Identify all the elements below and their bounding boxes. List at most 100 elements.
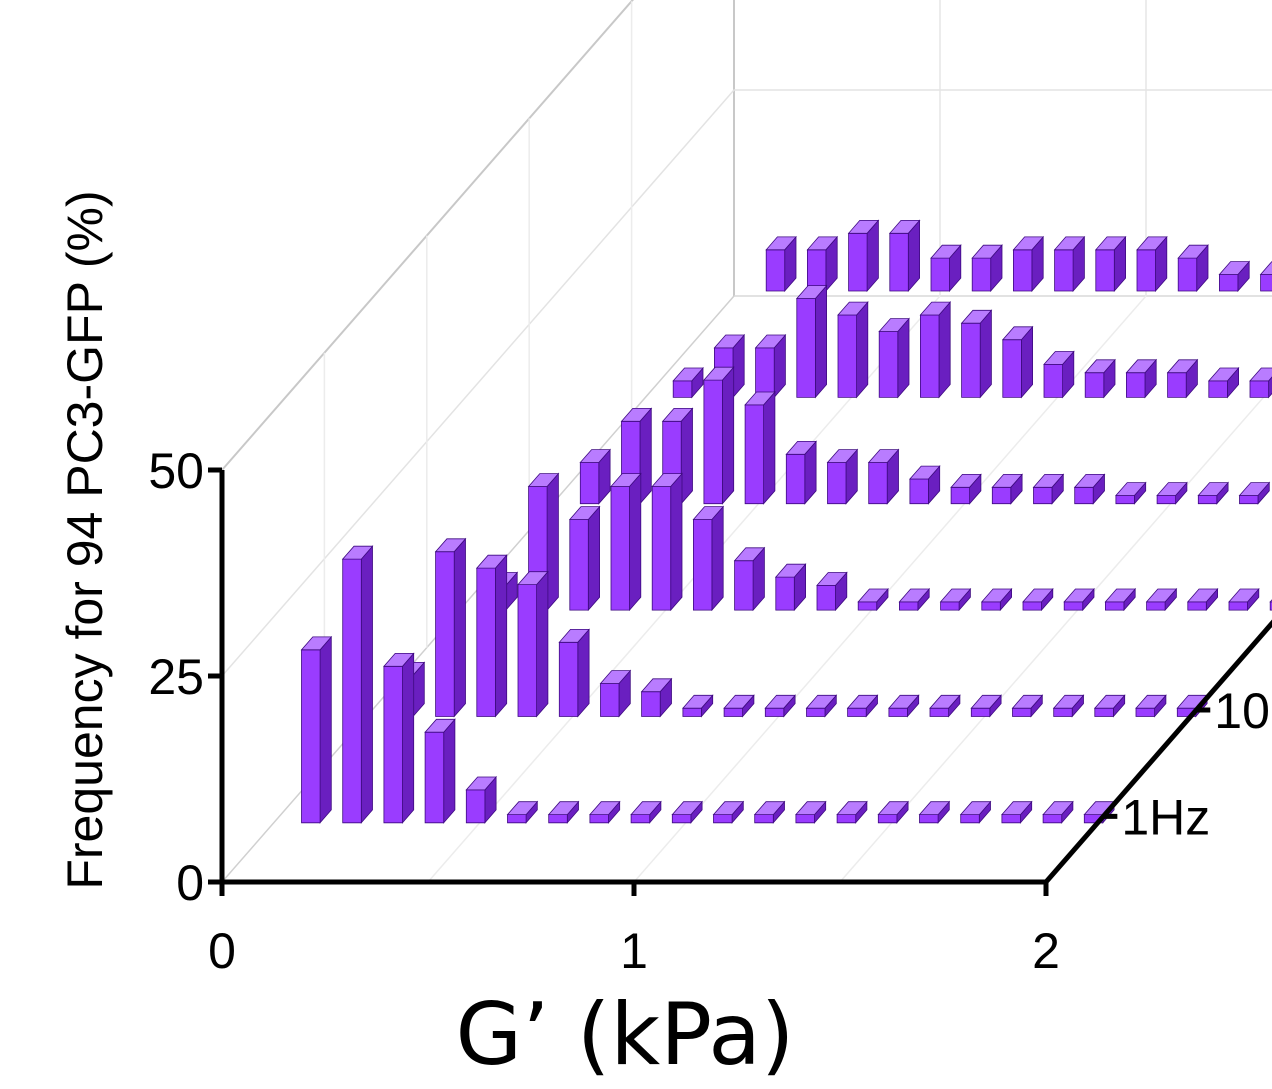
bar xyxy=(1115,481,1147,505)
bar-front-face xyxy=(847,707,867,717)
bar-front-face xyxy=(342,558,362,824)
series-10Hz xyxy=(393,537,1208,718)
bar-top-face xyxy=(980,588,1013,603)
bar xyxy=(1094,235,1127,293)
bar xyxy=(918,800,951,824)
bar-front-face xyxy=(558,641,579,717)
bar-top-face xyxy=(1145,588,1178,603)
bar-top-face xyxy=(424,718,456,733)
chart-axes xyxy=(208,467,1272,896)
bar xyxy=(929,694,961,718)
bar-top-face xyxy=(651,473,683,487)
bar xyxy=(765,235,797,293)
bar-front-face xyxy=(1197,495,1218,505)
bar-top-face xyxy=(1084,359,1116,374)
bar-front-face xyxy=(755,347,775,398)
bar-front-face xyxy=(301,649,321,824)
bar-top-face xyxy=(1011,694,1044,709)
wall-top-edge xyxy=(221,0,634,471)
bar-side-face xyxy=(536,570,549,718)
bar xyxy=(888,219,921,293)
bar-front-face xyxy=(807,249,827,292)
bar-front-face xyxy=(383,665,403,824)
bar xyxy=(867,448,900,505)
bar-top-face xyxy=(806,236,839,251)
chart-bars xyxy=(300,219,1272,824)
bar xyxy=(805,694,838,718)
bar-front-face xyxy=(1146,601,1166,611)
bar-side-face xyxy=(546,472,559,612)
series-200Hz xyxy=(765,219,1272,293)
bar-top-face xyxy=(506,801,539,815)
bar-side-face xyxy=(680,407,693,505)
bar xyxy=(1228,587,1260,612)
bar-front-face xyxy=(589,814,609,824)
bar xyxy=(1063,587,1095,612)
series-label: 1Hz xyxy=(1121,789,1210,845)
bar-top-face xyxy=(795,801,827,815)
bar-top-face xyxy=(465,776,497,791)
bar-top-face xyxy=(971,244,1003,259)
bar xyxy=(1177,244,1209,293)
bar-front-face xyxy=(1228,601,1248,611)
bar xyxy=(1011,694,1044,718)
bar-front-face xyxy=(1219,274,1239,292)
bar-front-face xyxy=(1084,372,1105,398)
bar-top-face xyxy=(867,449,900,463)
bar-front-face xyxy=(961,322,981,398)
bar-top-face xyxy=(434,538,467,553)
bar-front-face xyxy=(930,257,950,292)
bar xyxy=(517,570,549,718)
bar-front-face xyxy=(1033,486,1053,505)
bar xyxy=(959,800,992,824)
bar-top-face xyxy=(703,366,735,381)
bar-top-face xyxy=(723,694,755,709)
bar-top-face xyxy=(991,473,1023,488)
bar xyxy=(672,366,704,399)
bar xyxy=(1166,358,1199,399)
bar-front-face xyxy=(1187,601,1207,611)
bar-front-face xyxy=(569,519,589,611)
bar xyxy=(703,366,735,505)
bar xyxy=(785,440,817,505)
bar xyxy=(898,587,931,612)
bar-front-face xyxy=(1002,339,1022,398)
bar-top-face xyxy=(918,801,951,815)
bar-front-face xyxy=(744,404,764,505)
x-tick-label: 0 xyxy=(208,923,236,979)
bar-top-face xyxy=(764,694,796,709)
bar-top-face xyxy=(1001,326,1034,341)
bar-front-face xyxy=(1115,495,1135,505)
bar-front-face xyxy=(1177,257,1198,292)
bar-top-face xyxy=(620,407,653,422)
bar-top-face xyxy=(1104,588,1137,603)
bar-front-face xyxy=(888,707,908,717)
y-tick-label: 0 xyxy=(176,855,204,911)
bar-top-face xyxy=(1218,261,1251,275)
bar-top-face xyxy=(816,572,848,586)
bar xyxy=(1012,235,1045,293)
bar-top-face xyxy=(1156,482,1188,496)
bar-front-face xyxy=(795,814,815,824)
bar-top-face xyxy=(836,801,868,815)
bar-top-face xyxy=(950,473,982,488)
bar xyxy=(1238,481,1271,505)
bar-side-face xyxy=(722,366,735,505)
bar xyxy=(939,587,972,612)
bar-front-face xyxy=(713,814,733,824)
bar-top-face xyxy=(712,801,745,815)
bar-front-face xyxy=(877,814,898,824)
bar-front-face xyxy=(1249,380,1269,398)
bar-top-face xyxy=(558,629,590,643)
bar xyxy=(733,546,766,612)
bar-side-face xyxy=(639,407,652,505)
bar-side-face xyxy=(494,554,508,718)
bar-front-face xyxy=(1063,601,1084,611)
bar-front-face xyxy=(1001,814,1021,824)
bar-front-face xyxy=(600,683,620,717)
bar-top-face xyxy=(795,285,828,299)
bar xyxy=(341,545,374,824)
bar-side-face xyxy=(402,652,415,824)
bar-top-face xyxy=(517,571,549,585)
